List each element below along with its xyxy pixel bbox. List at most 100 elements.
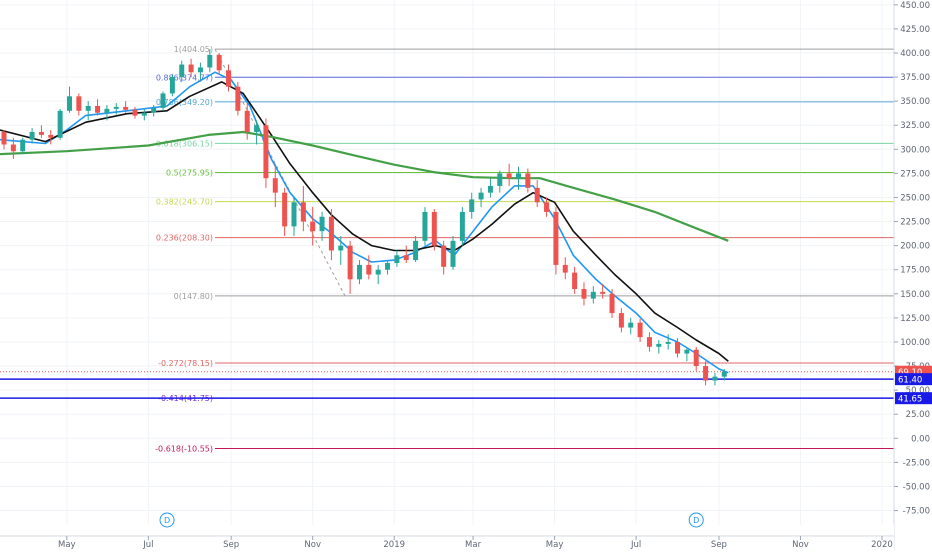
candle-body (20, 139, 26, 152)
candle-body (366, 264, 372, 275)
y-tick-label: 300.00 (900, 145, 930, 155)
candle-body (1, 131, 7, 145)
candle-body (29, 131, 35, 140)
fib-level-label: 1(404.05) (174, 45, 213, 54)
candle-body (684, 349, 690, 354)
x-tick-label: Nov (304, 540, 321, 550)
candle-body (422, 211, 428, 241)
y-tick-label: 450.00 (900, 1, 930, 11)
y-tick-label: -25.00 (903, 458, 930, 468)
y-tick-label: 425.00 (900, 25, 930, 35)
candle-body (179, 64, 185, 78)
candle-body (151, 107, 157, 113)
candle-body (403, 255, 409, 261)
dividend-marker[interactable] (159, 512, 175, 528)
y-axis-bg (894, 0, 932, 550)
candles (1, 49, 727, 386)
candle-body (712, 376, 718, 381)
fib-level-label: 0(147.80) (174, 292, 213, 301)
y-tick-label: -50.00 (903, 482, 930, 492)
y-tick-label: 375.00 (900, 73, 930, 83)
candle-body (95, 105, 101, 113)
candle-body (562, 264, 568, 273)
candle-body (319, 216, 325, 232)
candle-body (487, 185, 493, 193)
candle-body (646, 337, 652, 347)
fib-trend-line (214, 48, 346, 297)
y-tick-label: 150.00 (900, 290, 930, 300)
candle-body (160, 93, 166, 108)
fib-level-label: 0.886(374.77) (156, 73, 213, 82)
y-tick-label: 350.00 (900, 97, 930, 107)
y-tick-label: 175.00 (900, 266, 930, 276)
x-tick-label: 2019 (383, 540, 405, 550)
candle-body (113, 106, 119, 109)
candle-body (254, 125, 260, 132)
fib-level-label: -0.272(78.15) (158, 359, 213, 368)
x-tick-label: Mar (465, 540, 482, 550)
dividend-marker-label: D (164, 516, 170, 525)
y-tick-label: -75.00 (903, 507, 930, 517)
price-badge-label: 61.40 (898, 376, 922, 386)
candle-body (618, 313, 624, 328)
candle-body (553, 211, 559, 265)
candle-body (497, 173, 503, 186)
candle-body (76, 96, 82, 111)
y-tick-label: 225.00 (900, 218, 930, 228)
y-tick-label: 200.00 (900, 242, 930, 252)
candle-body (459, 211, 465, 241)
candle-body (478, 192, 484, 200)
candle-body (506, 173, 512, 179)
x-axis-bg (0, 525, 894, 550)
fib-level-label: 0.786(349.20) (156, 98, 213, 107)
candle-body (347, 245, 353, 280)
y-tick-label: 275.00 (900, 169, 930, 179)
dividend-marker-label: D (693, 516, 699, 525)
x-tick-label: Sep (223, 540, 239, 550)
candle-body (609, 293, 615, 314)
candle-body (272, 178, 278, 193)
candle-body (48, 134, 54, 138)
candle-body (431, 211, 437, 246)
series-line (0, 130, 729, 242)
candle-body (721, 371, 727, 377)
candle-body (628, 322, 634, 328)
candle-body (356, 264, 362, 280)
price-badge (895, 373, 932, 386)
fib-level-label: 0.5(275.95) (166, 168, 213, 177)
series-line (0, 81, 729, 362)
y-tick-label: 0.00 (911, 434, 930, 444)
candle-body (216, 54, 222, 71)
y-tick-label: 125.00 (900, 314, 930, 324)
y-tick-label: 50.00 (906, 386, 930, 396)
candle-body (572, 272, 578, 289)
x-tick-label: May (58, 540, 76, 550)
dividend-marker[interactable] (688, 512, 704, 528)
candle-body (590, 291, 596, 299)
candle-body (85, 105, 91, 111)
candle-body (66, 96, 72, 111)
candle-body (207, 54, 213, 68)
candle-body (123, 106, 129, 110)
grid (0, 0, 894, 525)
y-tick-label: 100.00 (900, 338, 930, 348)
candle-body (57, 110, 63, 138)
candle-body (637, 322, 643, 338)
candle-body (441, 245, 447, 267)
candle-body (375, 269, 381, 275)
fib-levels: 1(404.05) 0.886(374.77) 0.786(349.20) 0.618… (155, 45, 894, 453)
candle-body (469, 199, 475, 212)
candle-body (328, 216, 334, 251)
candle-body (665, 341, 671, 344)
candle-body (385, 262, 391, 270)
x-tick-label: Nov (792, 540, 809, 550)
candle-body (600, 291, 606, 294)
candle-body (693, 349, 699, 367)
horizontal-lines (0, 371, 894, 399)
candle-body (291, 202, 297, 227)
candle-body (104, 108, 110, 113)
candle-body (675, 341, 681, 354)
